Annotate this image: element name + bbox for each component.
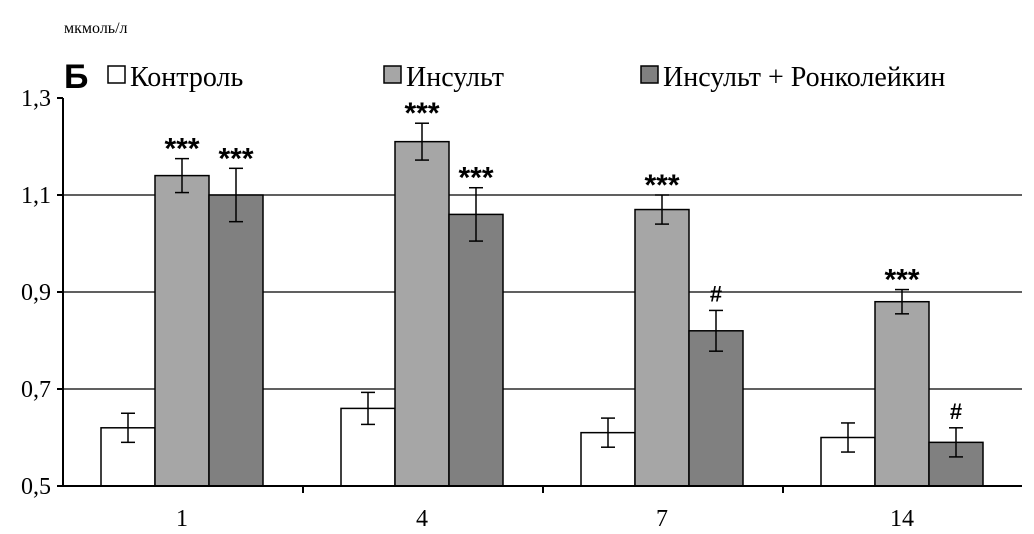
bar-2-7 bbox=[688, 330, 744, 487]
bar-2-4 bbox=[448, 213, 504, 487]
x-tick-labels: 1 4 7 14 bbox=[176, 506, 914, 532]
significance-label-1-7: *** bbox=[644, 169, 679, 202]
x-tick-label-2: 7 bbox=[656, 506, 668, 532]
significance-label-1-1: *** bbox=[164, 133, 199, 166]
legend-swatch-control bbox=[107, 65, 126, 84]
bars bbox=[100, 140, 984, 487]
x-tick-label-0: 1 bbox=[176, 506, 188, 532]
bar-1-4 bbox=[394, 140, 450, 487]
y-tick-label-1: 0,7 bbox=[21, 377, 51, 403]
axes bbox=[57, 97, 1022, 493]
y-tick-label-2: 0,9 bbox=[21, 280, 51, 306]
legend-label-stroke: Инсульт bbox=[406, 62, 504, 93]
legend-label-stroke-roncoleukin: Инсульт + Ронколейкин bbox=[663, 62, 945, 93]
panel-label: Б bbox=[64, 58, 88, 96]
legend-swatch-stroke-roncoleukin bbox=[640, 65, 659, 84]
significance-label-2-1: *** bbox=[218, 142, 253, 175]
legend: Контроль Инсульт Инсульт + Ронколейкин bbox=[107, 62, 945, 93]
significance-label-1-4: *** bbox=[404, 97, 439, 130]
y-tick-label-0: 0,5 bbox=[21, 474, 51, 500]
y-axis-unit-label: мкмоль/л bbox=[64, 20, 128, 37]
significance-label-2-7: # bbox=[710, 281, 722, 306]
y-tick-label-3: 1,1 bbox=[21, 183, 51, 209]
significance-label-1-14: *** bbox=[884, 264, 919, 297]
significance-label-2-4: *** bbox=[458, 162, 493, 195]
bar-1-14 bbox=[874, 300, 930, 487]
bar-1-7 bbox=[634, 208, 690, 487]
bar-2-1 bbox=[208, 194, 264, 487]
y-tick-labels: 0,5 0,7 0,9 1,1 1,3 bbox=[21, 86, 51, 500]
y-tick-label-4: 1,3 bbox=[21, 86, 51, 112]
bar-1-1 bbox=[154, 174, 210, 487]
significance-annotations: *** *** *** *** *** # *** # bbox=[164, 97, 962, 424]
error-bars bbox=[121, 122, 963, 458]
legend-swatch-stroke bbox=[383, 65, 402, 84]
legend-label-control: Контроль bbox=[130, 62, 243, 93]
significance-label-2-14: # bbox=[950, 399, 962, 424]
x-tick-label-3: 14 bbox=[890, 506, 914, 532]
x-tick-label-1: 4 bbox=[416, 506, 428, 532]
